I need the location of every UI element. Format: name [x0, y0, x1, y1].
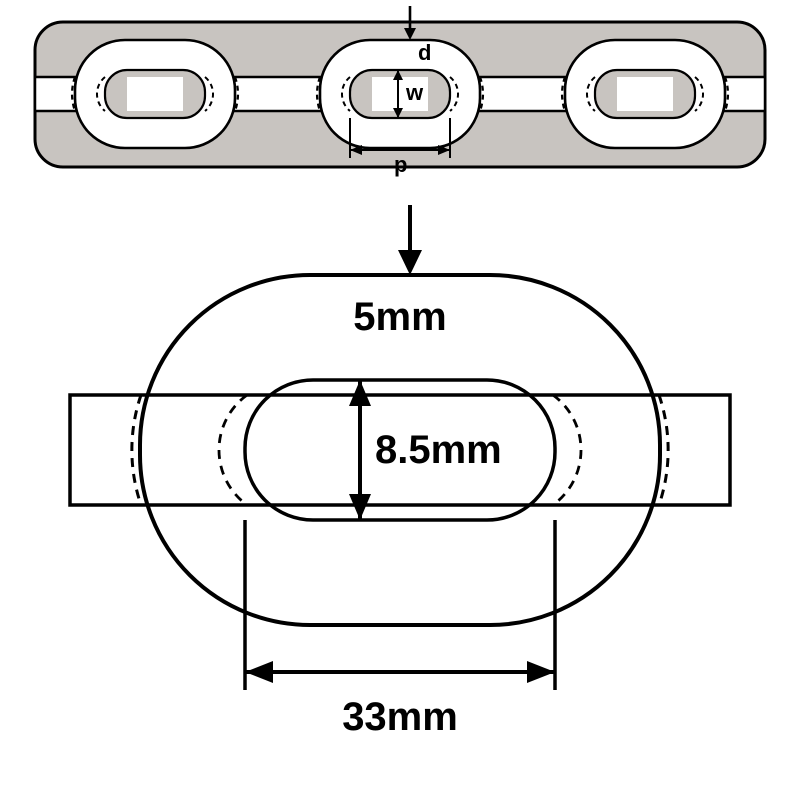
detail-inner-width-dim	[349, 380, 371, 520]
detail-inner-width-label: 8.5mm	[375, 428, 502, 472]
detail-inner-dash-right	[553, 395, 581, 505]
top-d-label: d	[418, 40, 431, 65]
detail-pitch-label: 33mm	[342, 695, 458, 739]
detail-pitch-dim	[245, 520, 555, 690]
top-link-2	[317, 40, 483, 148]
detail-thickness-label: 5mm	[353, 295, 446, 339]
detail-inner-dash-left	[219, 395, 247, 505]
top-w-label: w	[405, 80, 424, 105]
chain-dimension-diagram: d w p 5mm 8.5mm	[0, 0, 800, 800]
top-p-label: p	[394, 152, 407, 177]
top-link-1	[72, 40, 238, 148]
detail-thickness-arrow	[398, 205, 422, 275]
top-link-3	[562, 40, 728, 148]
